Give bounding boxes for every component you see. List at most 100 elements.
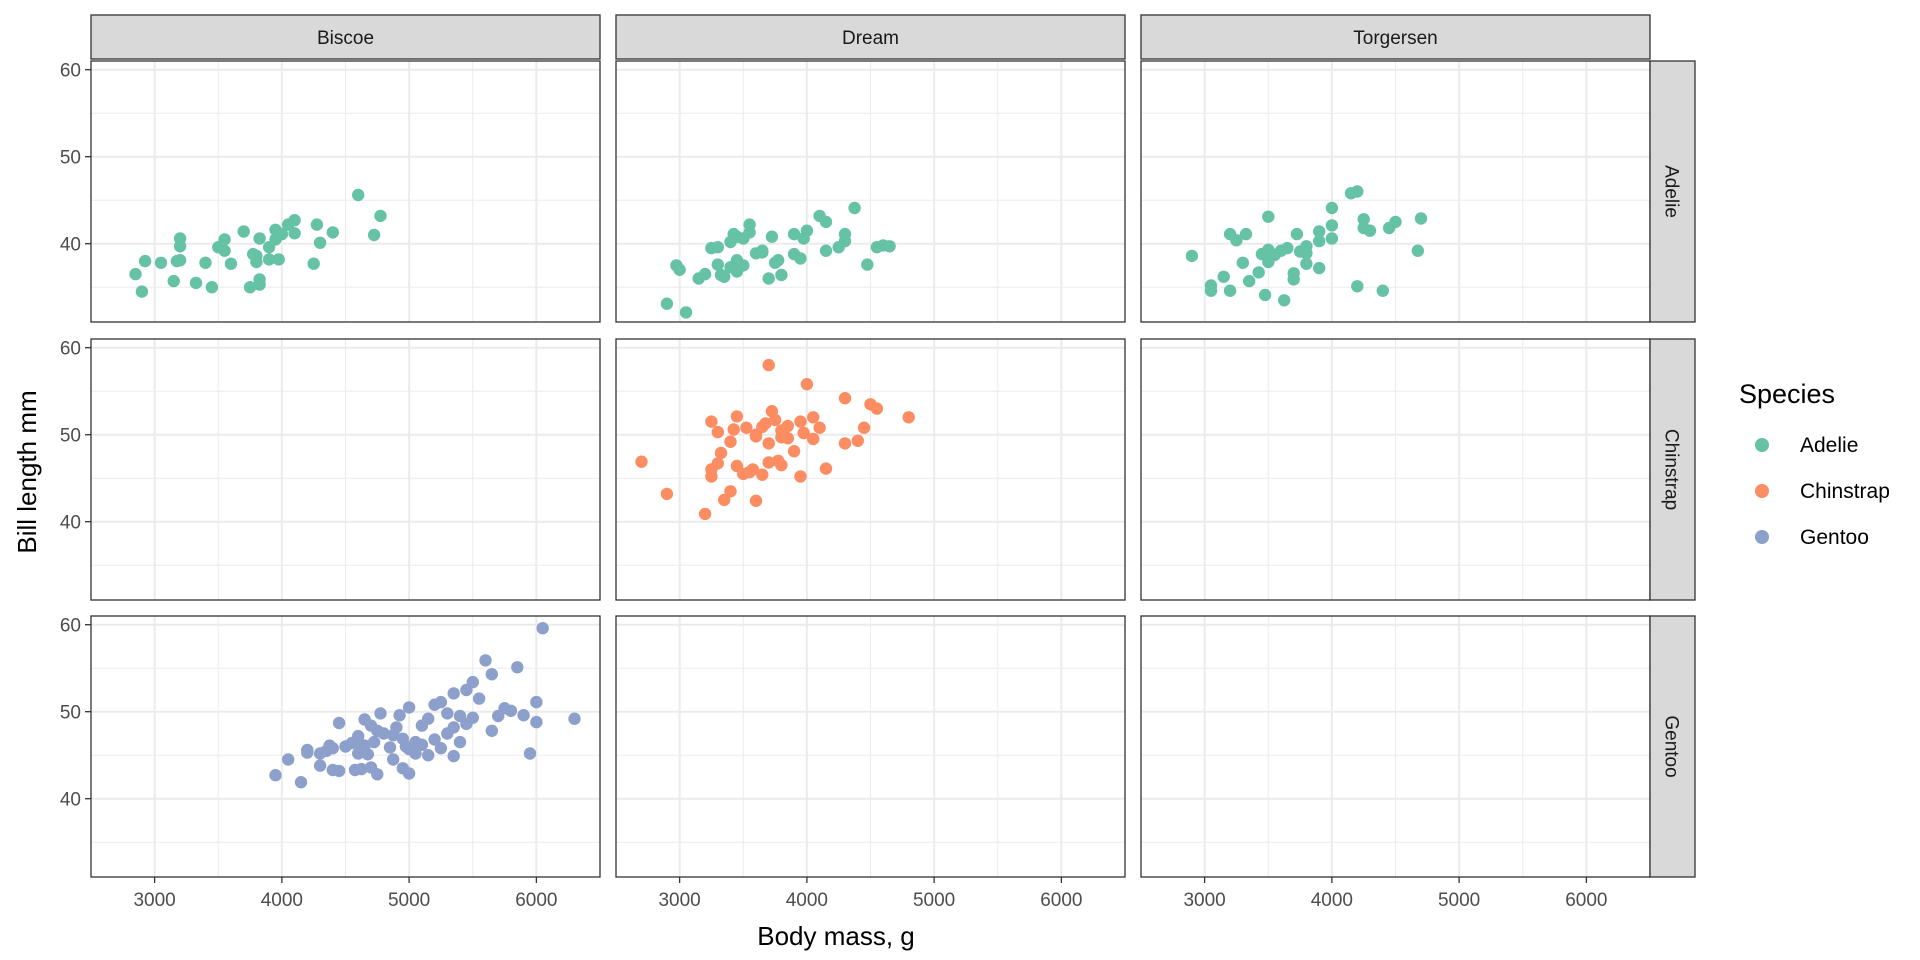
data-point-adelie [250, 255, 263, 269]
y-tick-label: 50 [60, 148, 81, 169]
x-tick-label: 3000 [133, 890, 175, 911]
data-point-adelie [253, 273, 266, 286]
data-point-chinstrap [746, 463, 759, 476]
data-point-chinstrap [857, 421, 871, 434]
strip-background [615, 14, 1126, 60]
data-point-chinstrap [838, 437, 852, 450]
data-point-adelie [1414, 212, 1428, 225]
data-point-gentoo [485, 724, 498, 737]
strip-row-gentoo: Gentoo [1649, 615, 1696, 878]
data-point-gentoo [517, 709, 530, 722]
data-point-adelie [743, 226, 756, 239]
data-point-chinstrap [787, 445, 801, 458]
data-point-chinstrap [756, 468, 769, 481]
data-point-adelie [237, 225, 250, 238]
strip-label: Biscoe [317, 28, 374, 49]
data-point-gentoo [479, 654, 492, 667]
data-point-chinstrap [635, 455, 648, 468]
legend: Species Adelie Chinstrap Gentoo [1739, 379, 1890, 549]
x-tick-label: 5000 [1438, 890, 1480, 911]
strip-label: Gentoo [1661, 715, 1682, 777]
data-point-chinstrap [714, 446, 728, 460]
data-point-adelie [262, 253, 276, 266]
data-point-adelie [1389, 215, 1402, 229]
panel-dream-gentoo [615, 615, 1126, 878]
legend-entry-adelie: Adelie [1755, 434, 1858, 457]
panel-biscoe-chinstrap [90, 338, 601, 601]
data-point-adelie [1313, 234, 1326, 248]
x-tick-label: 4000 [786, 890, 828, 911]
data-point-gentoo [332, 764, 346, 778]
data-point-adelie [313, 236, 327, 249]
data-point-gentoo [485, 668, 498, 681]
data-point-adelie [1262, 210, 1275, 223]
strip-label: Chinstrap [1661, 429, 1682, 510]
data-point-adelie [660, 297, 674, 310]
data-point-adelie [848, 201, 861, 215]
y-axis-title: Bill length mm [12, 390, 42, 553]
data-point-adelie [765, 230, 779, 243]
x-tick-label: 4000 [261, 890, 303, 911]
data-point-chinstrap [718, 493, 731, 507]
data-point-chinstrap [762, 456, 775, 469]
data-point-gentoo [326, 742, 339, 755]
data-point-gentoo [434, 742, 448, 755]
strips-layer: Biscoe Dream Torgersen Adelie Chinstrap Gento… [90, 14, 1696, 878]
data-point-gentoo [393, 709, 406, 722]
y-tick-label: 40 [60, 235, 81, 256]
strip-background [1140, 14, 1651, 60]
data-point-gentoo [422, 712, 435, 725]
x-tick-label: 5000 [913, 890, 955, 911]
panel-border [90, 60, 601, 323]
data-point-adelie [711, 241, 724, 254]
data-point-chinstrap [724, 435, 737, 448]
data-point-adelie [374, 209, 387, 223]
data-point-adelie [1351, 280, 1364, 293]
data-point-adelie [679, 306, 693, 319]
data-point-adelie [1281, 241, 1294, 255]
data-point-adelie [800, 224, 814, 237]
data-point-adelie [1252, 266, 1265, 279]
data-point-gentoo [536, 622, 549, 635]
data-point-adelie [218, 233, 231, 246]
data-point-gentoo [294, 776, 308, 789]
data-point-adelie [775, 268, 788, 282]
data-point-adelie [275, 227, 289, 241]
data-point-chinstrap [762, 358, 775, 372]
data-point-gentoo [301, 746, 314, 759]
legend-entry-chinstrap: Chinstrap [1755, 480, 1890, 503]
data-point-gentoo [428, 733, 441, 746]
data-point-adelie [167, 274, 180, 288]
strip-col-torgersen: Torgersen [1140, 14, 1651, 60]
data-point-chinstrap [727, 423, 740, 436]
data-point-adelie [310, 218, 324, 231]
data-point-adelie [673, 263, 686, 276]
strip-col-dream: Dream [615, 14, 1126, 60]
data-point-adelie [288, 227, 301, 240]
data-point-adelie [1204, 279, 1218, 292]
strip-row-adelie: Adelie [1649, 60, 1696, 323]
data-point-gentoo [422, 749, 435, 762]
x-tick-label: 6000 [1040, 890, 1082, 911]
legend-label-chinstrap: Chinstrap [1800, 480, 1890, 503]
data-point-gentoo [332, 716, 346, 730]
y-tick-label: 60 [60, 61, 81, 82]
data-point-adelie [1325, 219, 1339, 232]
strip-label: Dream [842, 28, 899, 49]
data-point-adelie [199, 256, 212, 269]
strip-background [1649, 60, 1696, 323]
data-point-chinstrap [800, 378, 814, 391]
x-tick-label: 6000 [515, 890, 557, 911]
panel-dream-chinstrap [615, 338, 1126, 601]
x-tick-label: 3000 [1183, 890, 1225, 911]
data-point-gentoo [460, 717, 473, 731]
data-point-chinstrap [781, 419, 794, 433]
data-point-chinstrap [705, 415, 718, 428]
data-point-gentoo [361, 748, 374, 761]
data-point-gentoo [374, 707, 387, 720]
data-point-adelie [205, 281, 219, 294]
data-point-chinstrap [730, 410, 744, 423]
strip-label: Torgersen [1353, 28, 1438, 49]
data-point-chinstrap [711, 425, 724, 439]
